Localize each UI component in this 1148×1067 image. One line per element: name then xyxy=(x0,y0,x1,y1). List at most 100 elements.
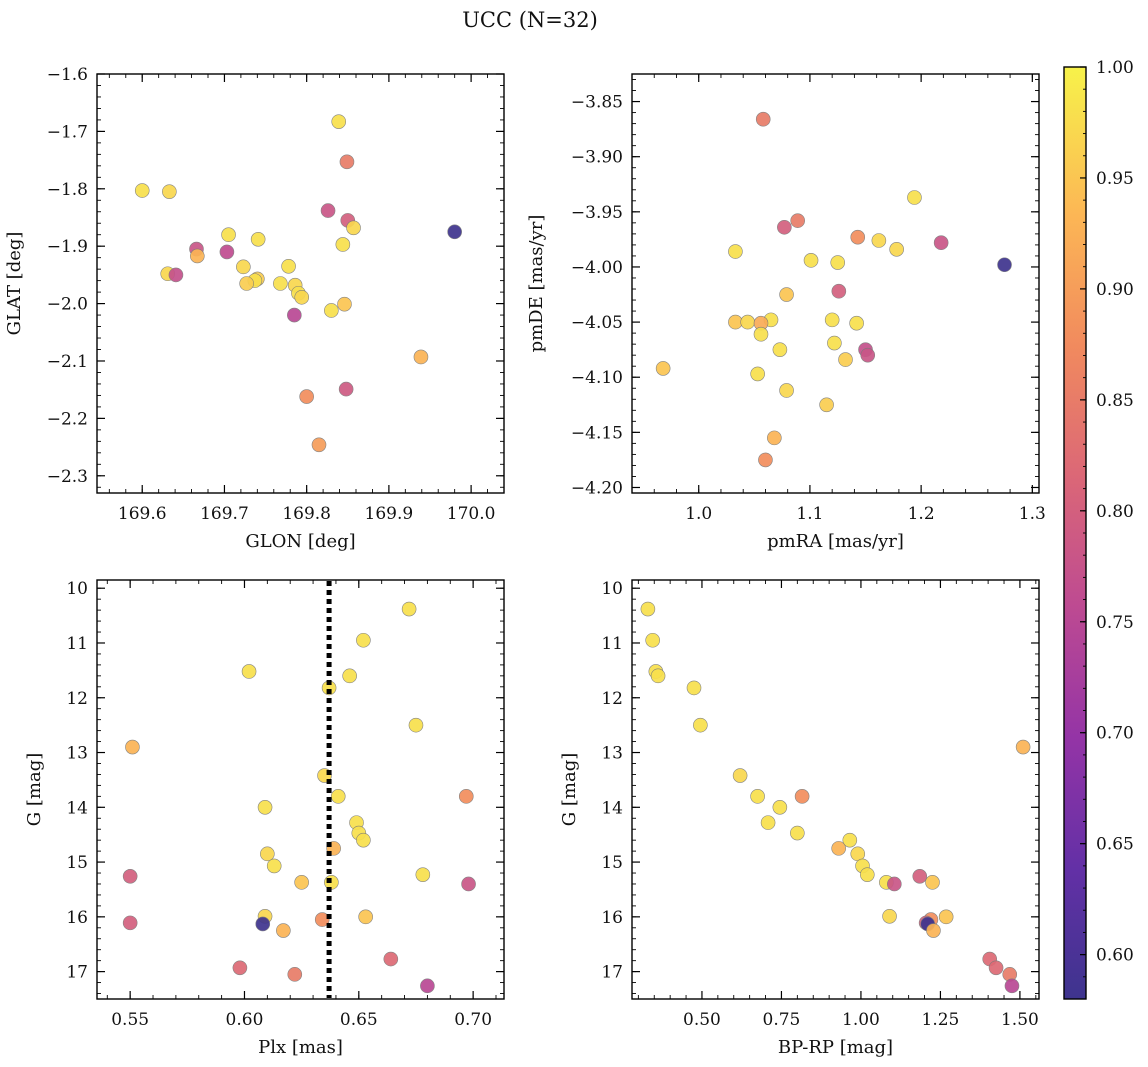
y-tick-label: −4.15 xyxy=(571,423,623,443)
y-tick-label: −3.85 xyxy=(571,93,623,113)
x-axis-label: pmRA [mas/yr] xyxy=(767,531,904,552)
data-point xyxy=(330,789,346,804)
data-point xyxy=(338,381,354,397)
colorbar: 0.60 0.65 0.70 0.75 0.80 0.85 0.90 0.95 1.00 xyxy=(1063,58,1134,1000)
data-point xyxy=(1015,739,1031,755)
data-point xyxy=(162,184,177,199)
data-point xyxy=(772,800,788,815)
data-point xyxy=(755,111,771,127)
x-tick-label: 1.00 xyxy=(842,1010,880,1030)
data-point xyxy=(753,326,769,342)
data-point xyxy=(356,632,371,648)
data-point xyxy=(255,916,271,932)
data-point xyxy=(933,235,949,251)
data-point xyxy=(728,244,743,259)
data-point xyxy=(346,220,361,236)
y-tick-label: −4.05 xyxy=(571,313,623,333)
data-point xyxy=(281,258,296,274)
x-tick-label: 1.0 xyxy=(685,504,712,524)
y-tick-label: −1.7 xyxy=(47,122,88,142)
data-point xyxy=(401,601,417,617)
y-tick-label: −4.20 xyxy=(571,478,623,498)
data-point xyxy=(758,452,773,468)
data-point xyxy=(232,960,248,976)
y-tick-label: −2.1 xyxy=(47,352,88,372)
data-point xyxy=(732,768,748,783)
y-tick-label: 16 xyxy=(601,908,623,928)
y-tick-label: 11 xyxy=(66,634,88,654)
data-point xyxy=(294,875,309,890)
data-point xyxy=(640,601,656,617)
data-point xyxy=(311,437,327,453)
panel-pmra-pmde: 1.0 1.1 1.2 1.3 −4.20 −4.15 −4.10 −4.05 −4.00 −3.… xyxy=(526,73,1046,552)
y-tick-label: 16 xyxy=(66,908,88,928)
data-point xyxy=(988,960,1004,976)
x-tick-label: 0.75 xyxy=(763,1010,801,1030)
x-tick-label: 1.1 xyxy=(796,504,823,524)
colorbar-tick-label: 0.85 xyxy=(1096,391,1134,411)
data-point xyxy=(335,237,351,252)
data-point xyxy=(287,967,303,982)
y-tick-label: 12 xyxy=(66,689,88,709)
data-point xyxy=(324,303,339,318)
data-point xyxy=(871,233,887,248)
colorbar-tick-label: 1.00 xyxy=(1096,58,1134,78)
data-point xyxy=(276,923,291,938)
y-tick-label: 13 xyxy=(66,744,88,764)
data-point xyxy=(907,190,922,205)
data-point xyxy=(650,668,666,684)
panel-plx-g: 0.55 0.60 0.65 0.70 10 11 12 13 14 15 16 17 Plx [mas… xyxy=(24,579,505,1058)
y-tick-label: 14 xyxy=(66,798,88,818)
data-point xyxy=(772,342,788,357)
data-point xyxy=(655,361,671,376)
data-point xyxy=(767,430,782,446)
data-point xyxy=(645,632,660,648)
data-point xyxy=(241,664,257,679)
data-point xyxy=(339,154,355,170)
data-point xyxy=(850,229,866,245)
colorbar-tick-label: 0.60 xyxy=(1096,946,1134,966)
y-tick-label: −3.95 xyxy=(571,203,623,223)
axes-frame xyxy=(96,579,505,1000)
y-tick-label: −4.10 xyxy=(571,368,623,388)
colorbar-tick-label: 0.75 xyxy=(1096,613,1134,633)
x-tick-label: 1.50 xyxy=(1001,1010,1039,1030)
data-point xyxy=(859,867,875,882)
data-point xyxy=(938,909,954,925)
panel-glon-glat: 169.6 169.7 169.8 169.9 170.0 −2.3 −2.2 −2.1 −2.… xyxy=(4,65,505,552)
x-tick-label: 1.25 xyxy=(922,1010,960,1030)
data-point xyxy=(838,352,853,367)
data-point xyxy=(889,242,904,257)
x-tick-label: 169.7 xyxy=(200,504,249,524)
data-point xyxy=(221,227,236,243)
data-point xyxy=(408,717,424,733)
y-tick-label: −1.9 xyxy=(47,237,88,257)
axes-frame xyxy=(96,73,505,494)
data-point xyxy=(260,846,275,862)
data-point xyxy=(760,815,776,830)
data-point xyxy=(750,789,765,804)
x-axis-label: GLON [deg] xyxy=(245,531,355,552)
data-point xyxy=(356,832,371,848)
data-point xyxy=(925,875,940,890)
x-tick-label: 1.3 xyxy=(1019,504,1046,524)
data-point xyxy=(383,951,399,967)
data-point xyxy=(250,232,266,247)
y-axis-label: G [mag] xyxy=(24,753,45,826)
axes-frame xyxy=(631,73,1040,494)
x-tick-label: 0.70 xyxy=(454,1010,492,1030)
data-point xyxy=(413,349,429,365)
data-point xyxy=(294,289,310,305)
data-point xyxy=(819,397,834,413)
data-point xyxy=(190,248,205,264)
data-point xyxy=(257,800,273,815)
y-tick-label: 11 xyxy=(601,634,623,654)
data-point xyxy=(358,909,373,925)
data-point xyxy=(331,114,347,129)
data-point xyxy=(299,389,314,404)
data-point xyxy=(740,314,755,330)
x-tick-label: 0.50 xyxy=(683,1010,721,1030)
y-axis-label: GLAT [deg] xyxy=(4,232,25,336)
data-point xyxy=(287,307,302,323)
